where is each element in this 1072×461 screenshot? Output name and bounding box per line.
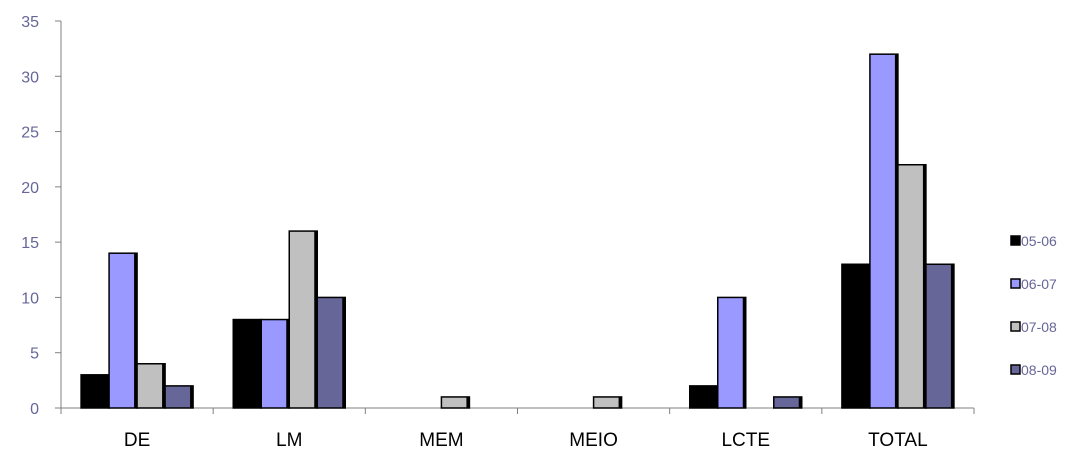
bar-shadow-08-09-LCTE [798, 396, 802, 408]
bar-shadow-08-09-DE [190, 385, 194, 408]
bar-shadow-06-07-DE [134, 253, 138, 408]
x-tick-label: MEIO [569, 430, 618, 451]
x-tick-label: LM [276, 430, 302, 451]
bar-shadow-06-07-TOTAL [894, 54, 898, 409]
bar-08-09-TOTAL [925, 263, 955, 409]
bar-05-06-LM [232, 318, 262, 409]
bar-shadow-07-08-DE [162, 363, 166, 408]
bar-05-06-TOTAL [841, 263, 871, 409]
bar-shadow-07-08-MEIO [618, 396, 622, 408]
bar-shadow-07-08-MEM [466, 396, 470, 408]
x-axis: DE LM MEM MEIO LCTE TOTAL [60, 407, 975, 451]
legend-swatch-06-07 [1010, 278, 1021, 289]
bar-06-07-TOTAL [869, 53, 899, 409]
bar-08-09-LM [316, 296, 346, 409]
legend-label-07-08: 07-08 [1021, 319, 1057, 335]
bar-shadow-05-06-LCTE [714, 385, 718, 408]
y-tick-label: 10 [21, 290, 39, 307]
y-tick-label: 30 [21, 69, 39, 86]
bar-07-08-MEM [440, 396, 471, 409]
bar-07-08-MEIO [592, 396, 623, 409]
x-tick-label: MEM [419, 430, 463, 451]
bar-06-07-DE [108, 252, 138, 409]
y-tick-label: 0 [30, 401, 39, 418]
bar-shadow-05-06-LM [258, 319, 262, 408]
y-tick-label: 20 [21, 180, 39, 197]
bar-shadow-08-09-LM [342, 297, 346, 408]
bar-07-08-TOTAL [897, 163, 927, 409]
legend-swatch-08-09 [1010, 364, 1021, 375]
legend-label-05-06: 05-06 [1021, 233, 1057, 249]
bar-05-06-DE [80, 374, 110, 409]
x-tick-label: DE [124, 430, 150, 451]
bar-shadow-07-08-LM [314, 231, 318, 408]
bar-07-08-LM [288, 230, 318, 409]
y-tick-label: 15 [21, 235, 39, 252]
bar-shadow-08-09-TOTAL [950, 264, 954, 408]
legend-swatch-07-08 [1010, 321, 1021, 332]
bar-05-06-LCTE [689, 385, 719, 409]
bar-shadow-05-06-TOTAL [866, 264, 870, 408]
bar-shadow-06-07-LCTE [742, 297, 746, 408]
y-tick-label: 5 [30, 346, 39, 363]
bar-shadow-06-07-LM [286, 319, 290, 408]
y-tick-label: 25 [21, 125, 39, 142]
x-tick-label: LCTE [721, 430, 770, 451]
bar-07-08-DE [136, 363, 166, 409]
bar-shadow-05-06-DE [106, 374, 110, 408]
bar-06-07-LM [260, 318, 290, 409]
bar-08-09-LCTE [773, 396, 803, 409]
legend-label-06-07: 06-07 [1021, 276, 1057, 292]
legend-label-08-09: 08-09 [1021, 362, 1057, 378]
y-axis: 0 5 10 15 20 25 30 35 [21, 14, 62, 418]
y-tick-label: 35 [21, 14, 39, 31]
bar-06-07-LCTE [717, 296, 747, 409]
bar-shadow-07-08-TOTAL [922, 164, 926, 408]
bar-08-09-DE [164, 385, 194, 409]
bars [80, 53, 955, 409]
x-tick-label: TOTAL [868, 430, 927, 451]
legend-swatch-05-06 [1010, 235, 1021, 246]
legend: 05-06 06-07 07-08 08-09 [1010, 233, 1057, 378]
